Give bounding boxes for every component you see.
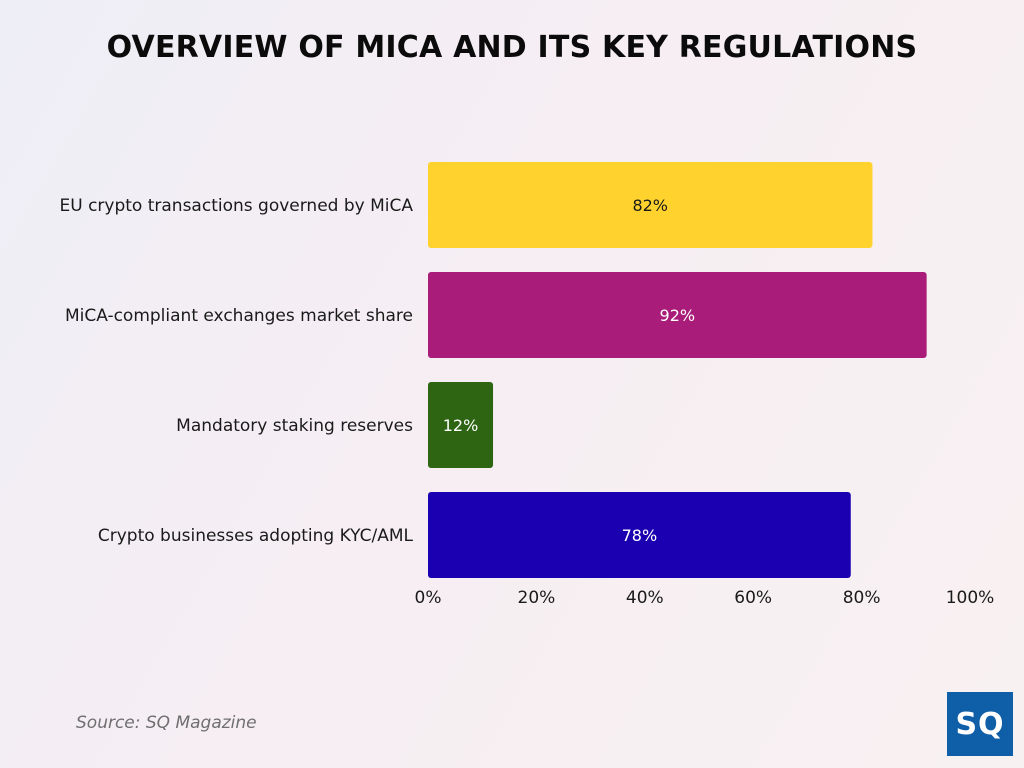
x-tick-label: 40% xyxy=(626,588,664,608)
category-label: EU crypto transactions governed by MiCA xyxy=(59,196,413,216)
bar-value-label: 92% xyxy=(660,306,696,325)
bar-2 xyxy=(428,382,494,468)
sq-logo: SQ xyxy=(947,692,1013,756)
bar-3 xyxy=(428,492,851,578)
x-tick-label: 60% xyxy=(734,588,772,608)
bar-value-label: 82% xyxy=(632,196,668,215)
x-tick-label: 20% xyxy=(518,588,556,608)
x-tick-label: 80% xyxy=(843,588,881,608)
bar-0 xyxy=(428,162,873,248)
x-tick-label: 100% xyxy=(946,588,995,608)
bar-value-label: 78% xyxy=(622,526,658,545)
source-note: Source: SQ Magazine xyxy=(76,713,257,733)
x-tick-label: 0% xyxy=(415,588,442,608)
logo-text: SQ xyxy=(955,706,1005,742)
category-label: Mandatory staking reserves xyxy=(176,416,413,436)
bar-1 xyxy=(428,272,927,358)
chart-title: OVERVIEW OF MICA AND ITS KEY REGULATIONS xyxy=(106,30,918,65)
category-label: MiCA-compliant exchanges market share xyxy=(65,306,413,326)
category-label: Crypto businesses adopting KYC/AML xyxy=(98,526,414,546)
bar-value-label: 12% xyxy=(443,416,479,435)
